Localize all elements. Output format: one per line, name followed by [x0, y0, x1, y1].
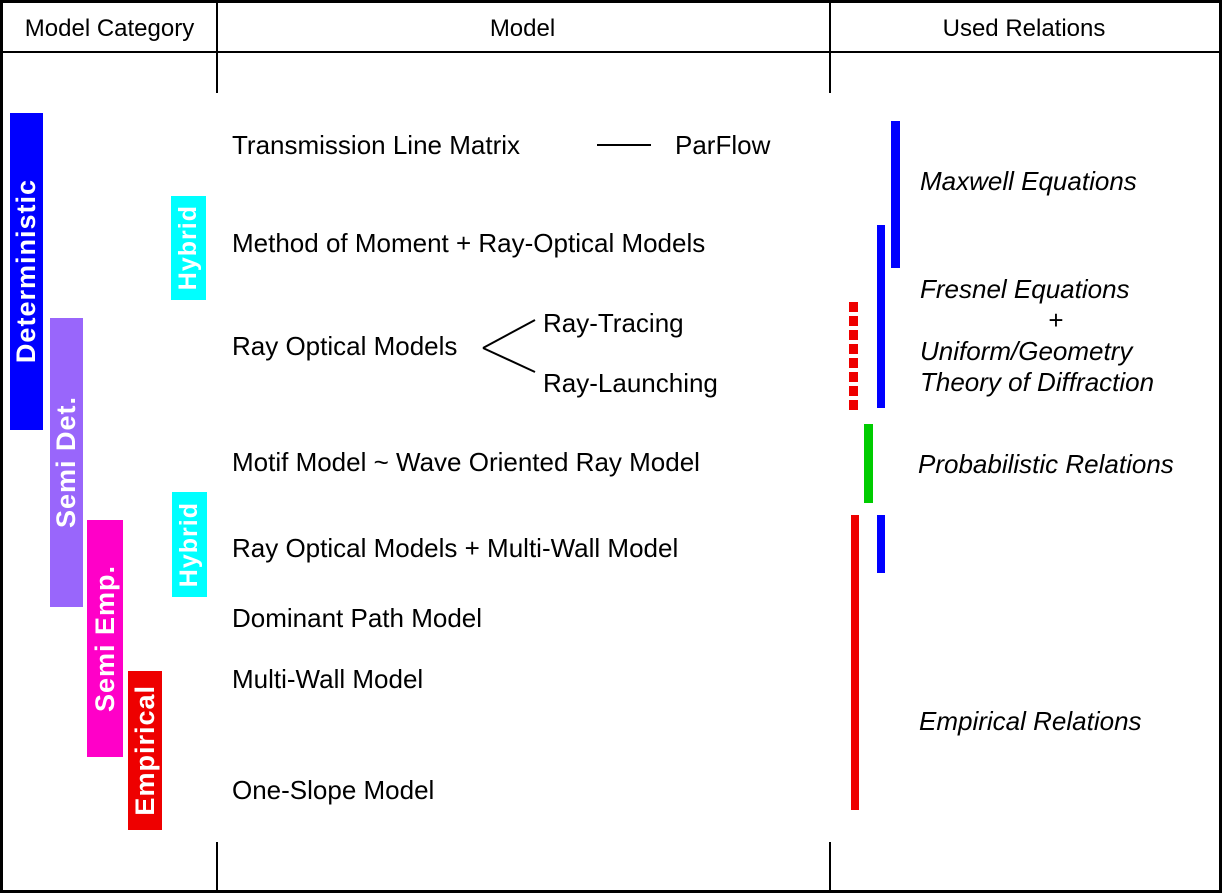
relation-probabilistic: Probabilistic Relations	[918, 449, 1174, 479]
model-motif: Motif Model ~ Wave Oriented Ray Model	[232, 447, 700, 477]
fork-lines	[482, 319, 536, 373]
model-dominant-path: Dominant Path Model	[232, 603, 483, 633]
relation-fresnel-line2: Uniform/Geometry	[920, 336, 1133, 366]
model-one-slope: One-Slope Model	[232, 775, 435, 805]
model-parflow: ParFlow	[675, 130, 771, 160]
model-ray-optical-multi-wall: Ray Optical Models + Multi-Wall Model	[232, 533, 679, 563]
model-method-of-moment: Method of Moment + Ray-Optical Models	[232, 228, 706, 258]
model-ray-optical: Ray Optical Models	[232, 331, 458, 361]
column-header-model: Model	[489, 15, 556, 42]
relation-maxwell: Maxwell Equations	[920, 166, 1137, 196]
relation-bar-probabilistic-green	[864, 424, 873, 503]
connector-dash	[597, 144, 651, 146]
column-divider-right-bottom	[829, 842, 831, 890]
category-label-hybrid-lower: Hybrid	[175, 501, 203, 588]
category-label-deterministic: Deterministic	[11, 179, 41, 364]
column-divider-right-top	[829, 3, 831, 93]
category-bar-empirical: Empirical	[128, 671, 162, 830]
category-bar-hybrid-upper: Hybrid	[171, 196, 206, 300]
header-underline	[3, 51, 1219, 53]
relation-bar-ray-dotted-red	[849, 302, 858, 410]
relation-bar-maxwell-blue	[891, 121, 900, 268]
column-divider-left-bottom	[216, 842, 218, 890]
column-divider-left-top	[216, 3, 218, 93]
relation-fresnel-line3: Theory of Diffraction	[920, 367, 1155, 397]
category-label-semi-det: Semi Det.	[51, 396, 81, 529]
category-bar-semi-det: Semi Det.	[50, 318, 83, 607]
relation-fresnel-line1: Fresnel Equations	[920, 274, 1130, 304]
category-bar-hybrid-lower: Hybrid	[172, 492, 207, 597]
column-header-model-category: Model Category	[24, 15, 195, 42]
relation-bar-empirical-red	[851, 515, 859, 810]
relation-fresnel-block: Fresnel Equations + Uniform/Geometry The…	[920, 274, 1192, 398]
category-label-empirical: Empirical	[129, 685, 160, 816]
relation-fresnel-plus: +	[1048, 305, 1064, 335]
category-bar-semi-emp: Semi Emp.	[87, 520, 123, 757]
category-label-hybrid-upper: Hybrid	[174, 205, 202, 291]
model-transmission-line-matrix: Transmission Line Matrix	[232, 130, 521, 160]
model-ray-tracing: Ray-Tracing	[543, 308, 684, 338]
model-ray-launching: Ray-Launching	[543, 368, 718, 398]
relation-bar-fresnel-blue	[877, 225, 885, 408]
relation-bar-hybrid-blue	[877, 515, 885, 573]
model-multi-wall: Multi-Wall Model	[232, 664, 424, 694]
column-header-used-relations: Used Relations	[942, 15, 1106, 42]
category-label-semi-emp: Semi Emp.	[89, 564, 120, 713]
relation-empirical: Empirical Relations	[919, 706, 1142, 736]
category-bar-deterministic: Deterministic	[10, 113, 43, 430]
